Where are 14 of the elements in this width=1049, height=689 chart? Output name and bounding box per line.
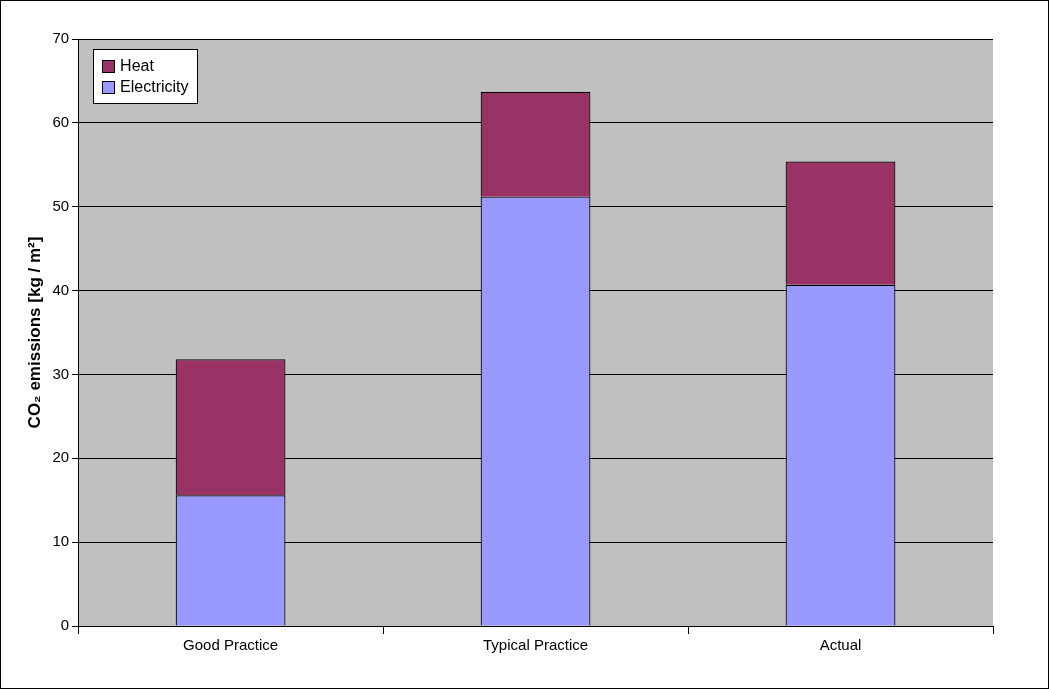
y-tick-label: 70 bbox=[52, 29, 70, 47]
x-tick-label: Good Practice bbox=[183, 636, 279, 654]
y-tick-label: 0 bbox=[60, 616, 70, 634]
y-axis-title: CO₂ emissions [kg / m²] bbox=[24, 236, 44, 429]
x-tick-label: Typical Practice bbox=[483, 636, 589, 654]
y-tick-label: 60 bbox=[52, 113, 70, 130]
y-tick-label: 10 bbox=[52, 532, 70, 550]
x-tick-label: Actual bbox=[819, 636, 862, 654]
legend-label: Electricity bbox=[120, 78, 189, 96]
legend-label: Heat bbox=[120, 57, 154, 75]
y-tick-label: 50 bbox=[52, 196, 70, 214]
y-tick-label: 30 bbox=[52, 364, 70, 382]
y-tick-label: 20 bbox=[52, 448, 70, 466]
y-tick-label: 40 bbox=[52, 280, 70, 298]
